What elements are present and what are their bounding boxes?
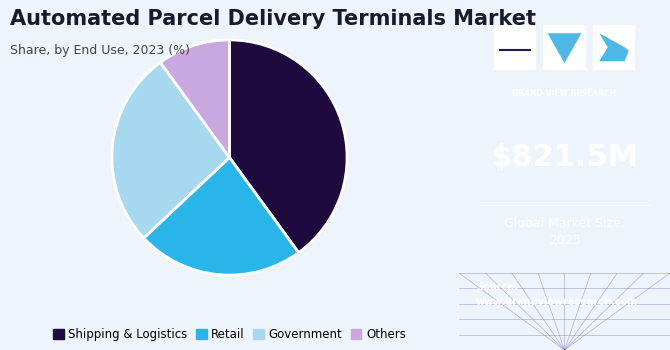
Polygon shape (547, 33, 582, 63)
FancyBboxPatch shape (494, 25, 536, 70)
Text: Automated Parcel Delivery Terminals Market: Automated Parcel Delivery Terminals Mark… (10, 9, 536, 29)
Wedge shape (229, 40, 347, 253)
Text: Source:
www.grandviewresearch.com: Source: www.grandviewresearch.com (476, 282, 638, 307)
Text: Global Market Size,
2023: Global Market Size, 2023 (504, 217, 625, 247)
Polygon shape (599, 33, 629, 61)
Text: $821.5M: $821.5M (490, 143, 639, 172)
FancyBboxPatch shape (543, 25, 586, 70)
FancyBboxPatch shape (593, 25, 635, 70)
Legend: Shipping & Logistics, Retail, Government, Others: Shipping & Logistics, Retail, Government… (48, 323, 411, 346)
Wedge shape (160, 40, 230, 158)
Text: Share, by End Use, 2023 (%): Share, by End Use, 2023 (%) (10, 44, 190, 57)
Wedge shape (112, 62, 229, 238)
Text: GRAND VIEW RESEARCH: GRAND VIEW RESEARCH (513, 89, 616, 98)
Wedge shape (144, 158, 299, 275)
